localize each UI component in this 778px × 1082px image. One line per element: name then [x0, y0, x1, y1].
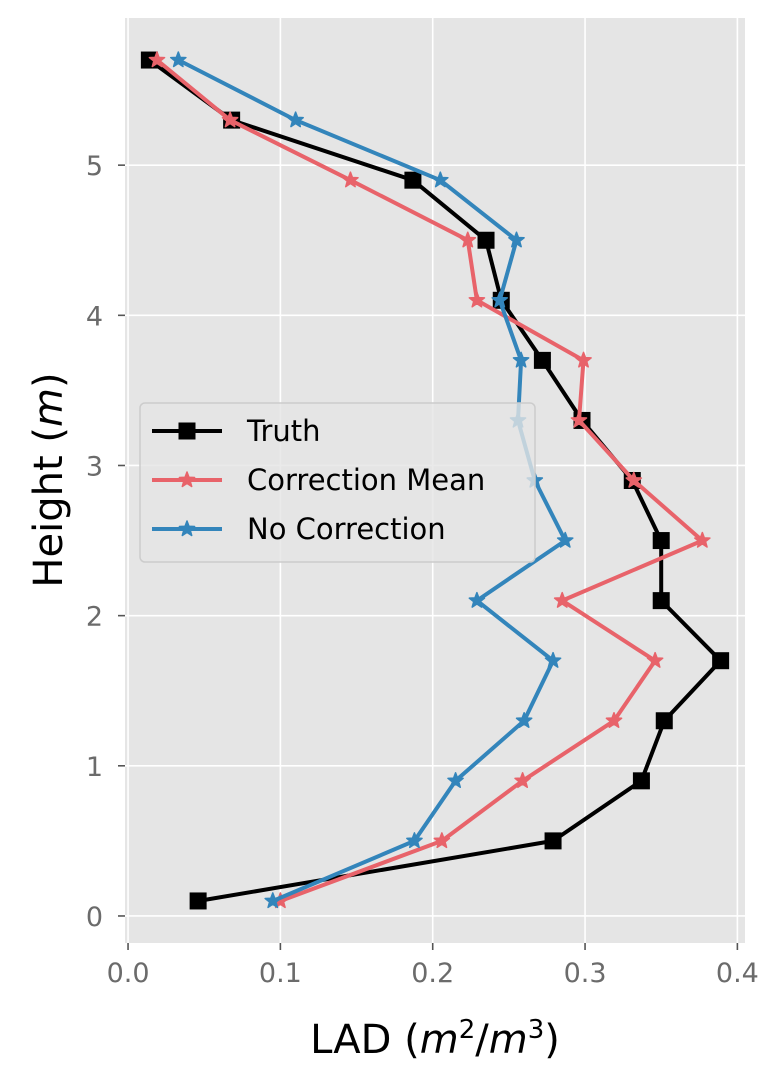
data-point	[514, 772, 531, 789]
axis-ticks: 0.0 0.1 0.2 0.3 0.4 0 1 2 3 4 5	[86, 151, 759, 989]
legend-marker	[178, 471, 196, 488]
x-tick-label: 0.4	[716, 958, 759, 989]
data-point	[406, 832, 423, 849]
data-point	[404, 171, 422, 189]
legend-label: Truth	[246, 414, 321, 448]
data-point	[570, 411, 588, 428]
y-tick-label: 3	[86, 451, 103, 482]
data-point	[693, 531, 711, 548]
data-point	[468, 591, 486, 608]
data-point	[221, 111, 239, 128]
data-point	[512, 351, 530, 368]
data-point	[632, 772, 650, 790]
data-point	[605, 712, 623, 728]
legend-label: No Correction	[247, 512, 446, 546]
legend-marker	[178, 422, 196, 440]
legend-entry: No Correction	[152, 512, 446, 546]
legend-entry: Correction Mean	[152, 463, 485, 497]
data-point	[556, 531, 574, 548]
data-point	[652, 592, 670, 610]
legend: Truth Correction Mean No Correction	[139, 402, 536, 563]
data-point	[655, 712, 673, 730]
y-tick-label: 0	[86, 902, 103, 933]
x-tick-label: 0.3	[564, 958, 607, 989]
data-point	[515, 712, 533, 728]
data-point	[477, 231, 495, 249]
data-point	[625, 471, 643, 488]
y-tick-label: 2	[86, 602, 103, 633]
data-point	[169, 51, 187, 68]
legend-label: Correction Mean	[247, 463, 485, 497]
data-point	[148, 51, 166, 68]
legend-entry: Truth	[152, 414, 321, 448]
data-point	[459, 231, 477, 248]
data-point	[652, 532, 670, 550]
legend-box	[139, 402, 536, 563]
data-point	[447, 772, 464, 789]
data-point	[646, 651, 664, 668]
data-point	[508, 231, 525, 248]
x-axis-label: LAD (m2/m3)	[310, 1015, 560, 1063]
data-point	[468, 291, 486, 308]
data-point	[264, 892, 282, 909]
x-tick-label: 0.1	[259, 958, 302, 989]
data-point	[553, 591, 571, 608]
x-tick-label: 0.0	[107, 958, 150, 989]
data-point	[533, 351, 551, 369]
data-point	[544, 832, 562, 850]
y-tick-label: 5	[86, 151, 103, 182]
series-1	[148, 51, 711, 909]
data-point	[433, 832, 451, 849]
y-tick-label: 4	[86, 301, 103, 332]
data-point	[544, 651, 562, 668]
data-point	[342, 171, 359, 188]
data-point	[189, 892, 207, 910]
data-point	[712, 652, 730, 670]
data-point	[575, 351, 592, 368]
data-point	[491, 291, 509, 308]
legend-marker	[178, 520, 196, 537]
data-point	[287, 111, 304, 128]
y-axis-label: Height (m)	[26, 372, 72, 587]
y-tick-label: 1	[86, 752, 103, 783]
data-point	[431, 171, 449, 188]
x-tick-label: 0.2	[411, 958, 454, 989]
